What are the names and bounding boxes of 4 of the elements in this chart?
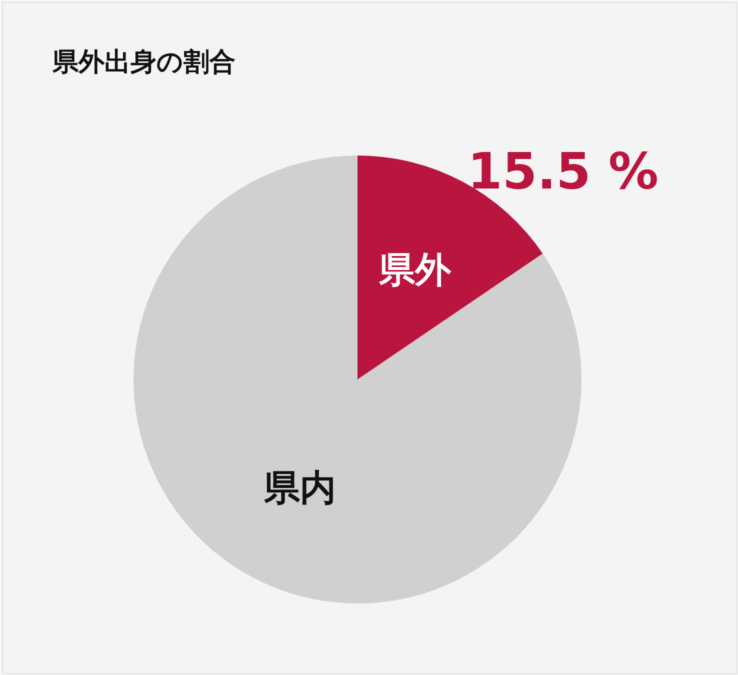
- slice-label: 県内: [262, 468, 336, 509]
- chart-title: 県外出身の割合: [52, 48, 236, 78]
- data-label: 15.5 %: [468, 142, 658, 201]
- slice-label: 県外: [378, 250, 452, 292]
